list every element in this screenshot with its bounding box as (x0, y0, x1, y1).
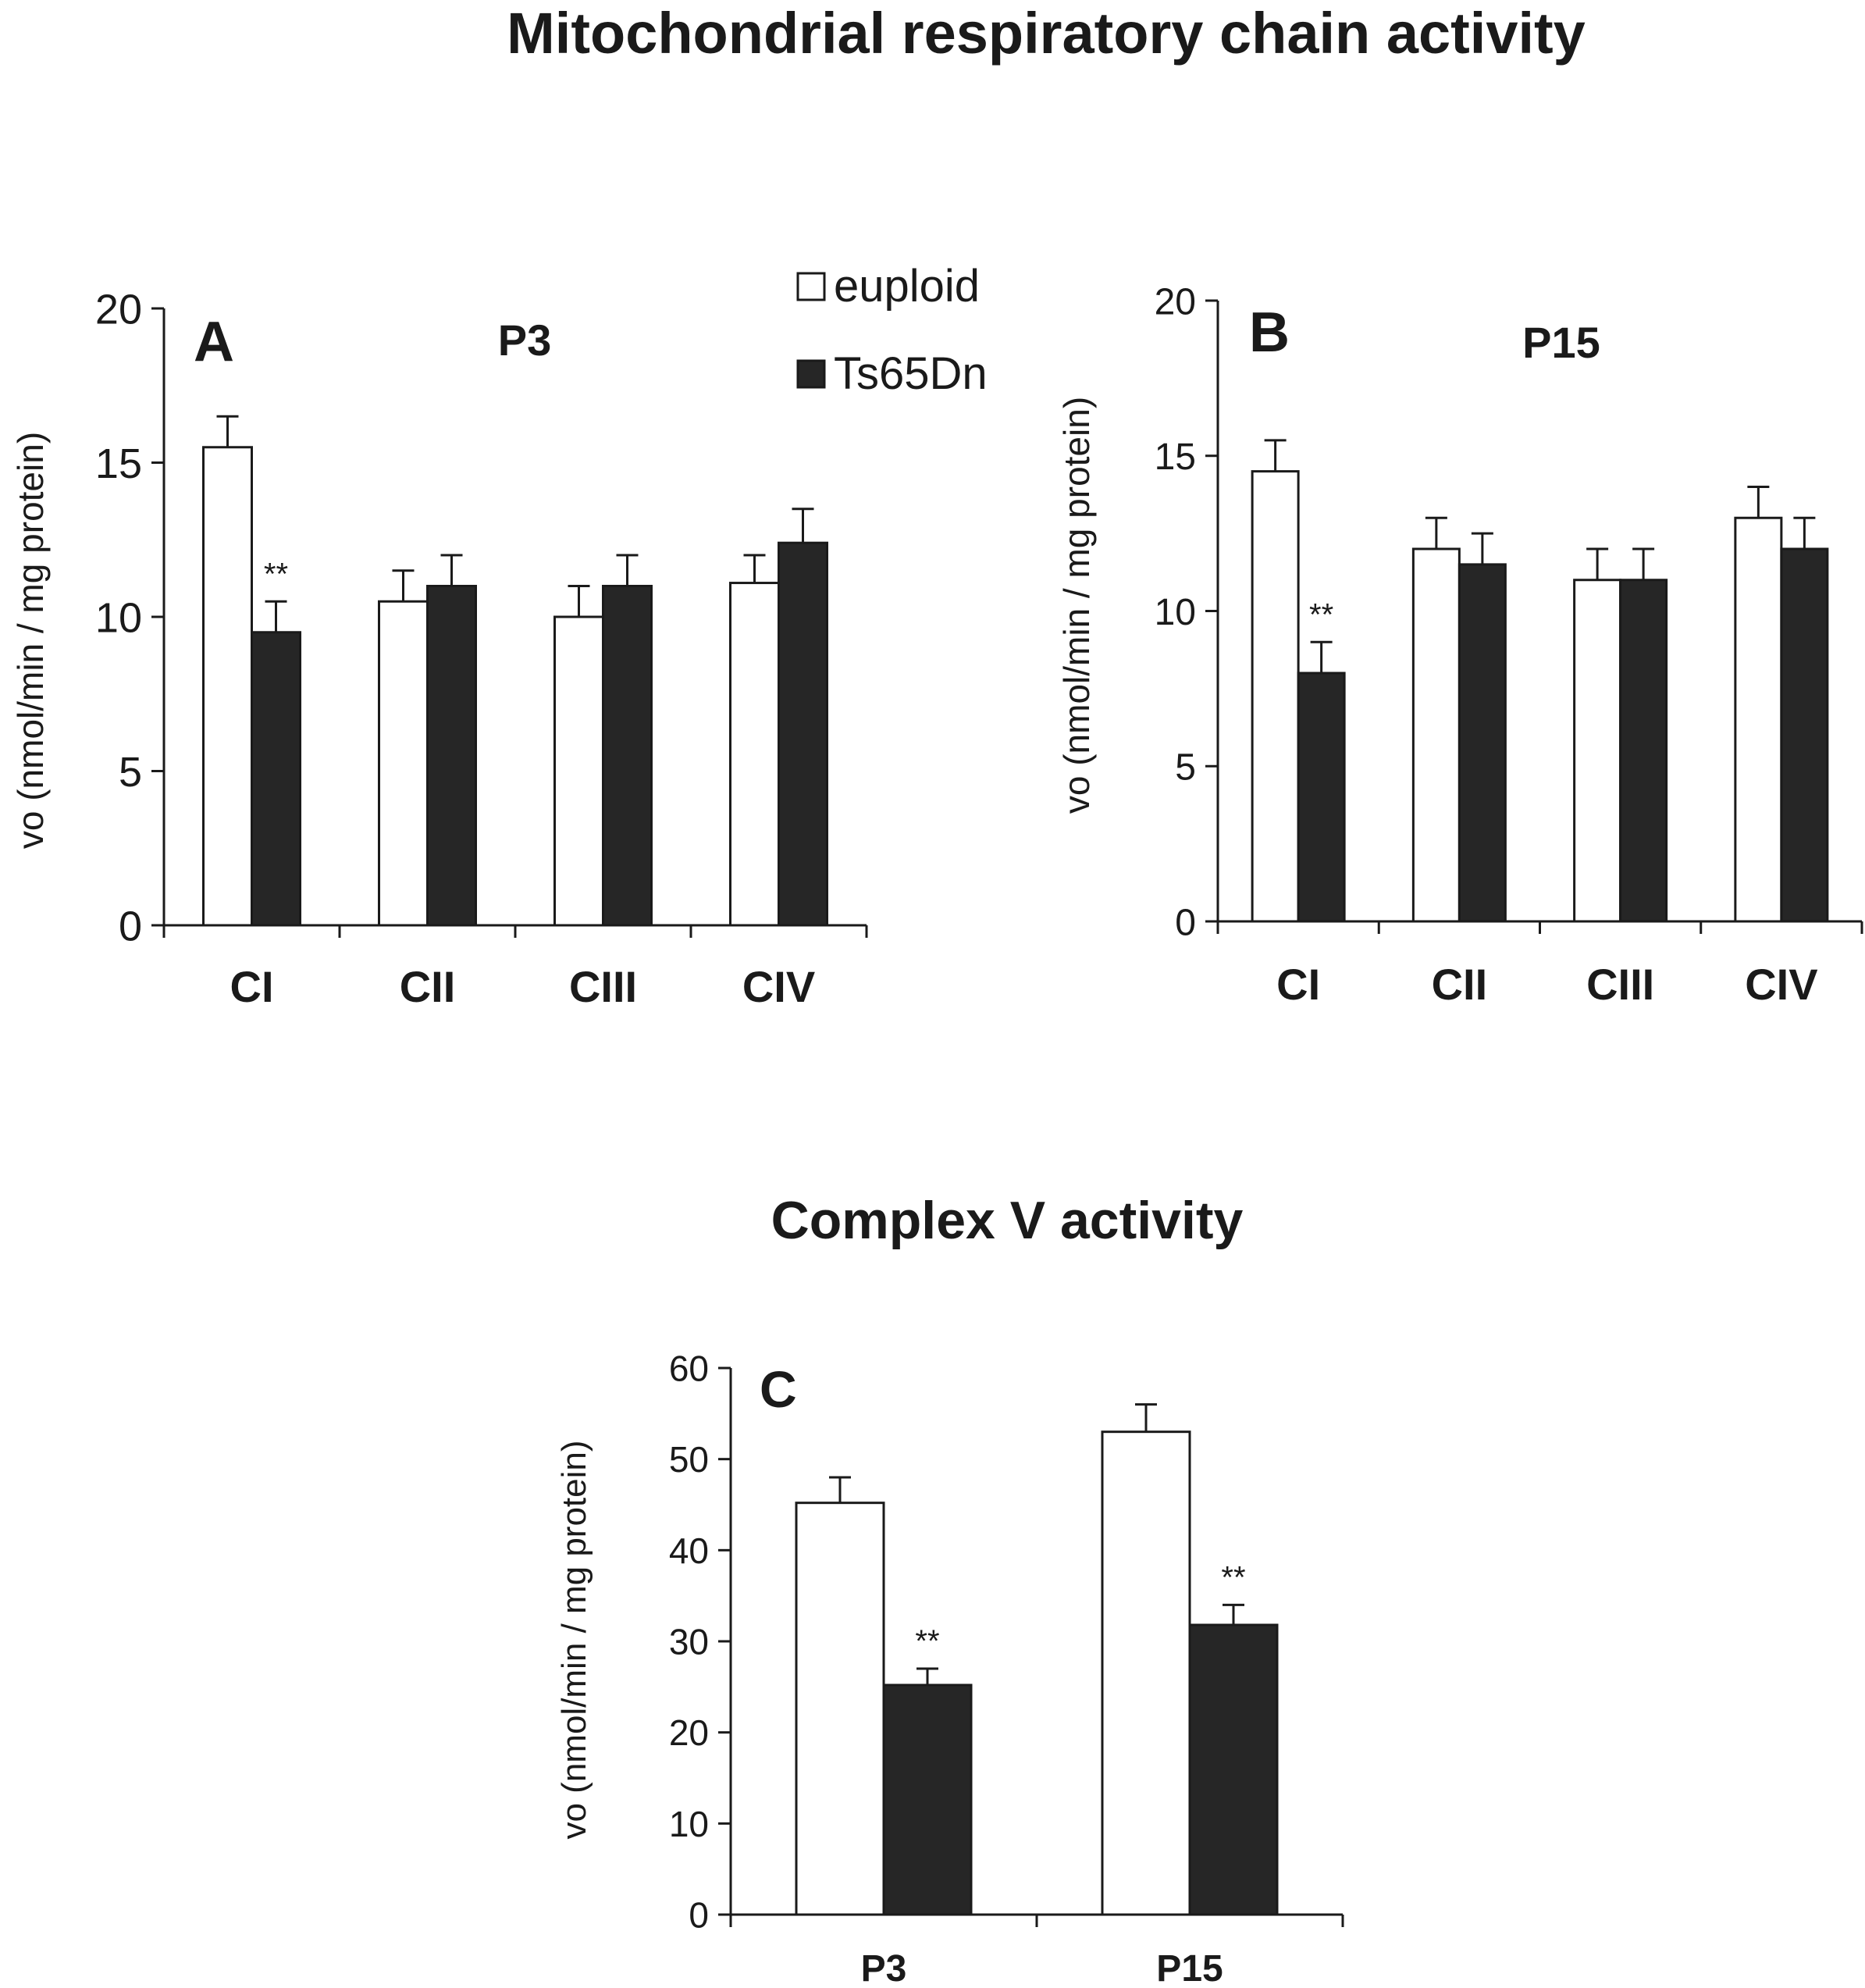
legend-item-euploid: euploid (796, 261, 980, 312)
panel-a-significance-label: ** (264, 557, 288, 591)
panel-b-bar-euploid-civ (1734, 516, 1783, 923)
panel-a-bar-ts65dn-cii (426, 585, 477, 927)
panel-b-chart: 0 5 10 15 20 CI CII CIII CIV ** B P15 vo (nmol/min /… (1056, 281, 1863, 1009)
panel-b-y-tick-label: 10 (1155, 592, 1196, 633)
panel-c-y-tick-label: 30 (669, 1622, 709, 1662)
panel-b-y-tick-label: 15 (1155, 436, 1196, 478)
panel-b-bar-euploid-ciii (1573, 579, 1622, 923)
panel-a-bar-euploid-ci (202, 446, 253, 927)
panel-b-category-label: CIII (1586, 960, 1654, 1009)
panel-a-title: P3 (498, 315, 552, 365)
panel-a-bar-euploid-cii (378, 600, 429, 927)
panel-b-y-tick-label: 20 (1155, 281, 1196, 322)
panel-c-bar-euploid-p3 (795, 1502, 885, 1916)
panel-a-bar-ts65dn-civ (778, 541, 828, 927)
panel-c-y-tick-label: 60 (669, 1348, 709, 1389)
panel-b-y-tick-label: 0 (1175, 902, 1196, 943)
panel-b-bar-ts65dn-ciii (1619, 579, 1668, 923)
panel-c-letter: C (760, 1360, 797, 1418)
panel-b-category-label: CII (1432, 960, 1488, 1009)
panel-a-bar-ts65dn-ci (251, 631, 301, 927)
legend-swatch-euploid (796, 272, 826, 301)
panel-a-bar-euploid-civ (729, 582, 780, 927)
figure-title-top: Mitochondrial respiratory chain activity (507, 1, 1586, 66)
panel-b-bar-ts65dn-civ (1780, 547, 1829, 923)
panel-b-category-label: CI (1276, 960, 1320, 1009)
panel-a-category-label: CIII (569, 962, 637, 1011)
panel-a-category-label: CI (230, 962, 274, 1011)
panel-a-category-label: CIV (742, 962, 815, 1011)
panel-c-significance-label: ** (915, 1624, 939, 1658)
panel-c-y-tick-label: 50 (669, 1439, 709, 1480)
panel-b-title: P15 (1522, 318, 1600, 367)
panel-b-y-tick-label: 5 (1175, 747, 1196, 789)
panel-c-bar-euploid-p15 (1101, 1430, 1191, 1916)
panel-c-y-tick-label: 40 (669, 1530, 709, 1571)
panel-c-bar-ts65dn-p3 (882, 1683, 973, 1916)
panel-c-bar-ts65dn-p15 (1188, 1623, 1279, 1916)
panel-a-y-tick-label: 20 (95, 286, 142, 333)
panel-a-y-tick-label: 15 (95, 440, 142, 487)
panel-a-bar-euploid-ciii (553, 615, 604, 927)
panel-a-y-tick-label: 0 (119, 903, 142, 949)
panel-c-significance-label: ** (1221, 1560, 1245, 1594)
panel-b-bar-ts65dn-cii (1457, 563, 1507, 923)
panel-c-y-tick-label: 20 (669, 1712, 709, 1753)
panel-a-y-axis-label: vo (nmol/min / mg protein) (10, 432, 51, 849)
legend-item-ts65dn: Ts65Dn (796, 348, 988, 399)
panel-b-y-axis-label: vo (nmol/min / mg protein) (1056, 397, 1097, 814)
panel-b-significance-label: ** (1309, 597, 1333, 632)
panel-c-chart: 0 10 20 30 40 50 60 P3 P15 ** ** Cvo (nmol/min / mg… (555, 1348, 1344, 1988)
figure-title-bottom: Complex V activity (771, 1191, 1244, 1250)
panel-c-y-tick-label: 0 (689, 1895, 709, 1936)
panel-c-y-axis-label: vo (nmol/min / mg protein) (555, 1440, 593, 1839)
legend: euploid Ts65Dn (796, 261, 988, 399)
panel-b-bar-ts65dn-ci (1297, 672, 1346, 923)
panel-c-y-tick-label: 10 (669, 1804, 709, 1844)
panel-a-category-label: CII (400, 962, 456, 1011)
panel-a-chart: 0 5 10 15 20 CI CII CIII CIV ** A P3 vo (nmol/min / … (10, 286, 868, 1011)
panel-a-letter: A (194, 311, 234, 373)
panel-b-category-label: CIV (1745, 960, 1817, 1009)
panel-c-category-label: P15 (1156, 1948, 1223, 1988)
panel-b-letter: B (1249, 301, 1290, 364)
panel-a-y-tick-label: 10 (95, 594, 142, 641)
legend-label-ts65dn: Ts65Dn (834, 348, 988, 399)
legend-label-euploid: euploid (834, 261, 980, 312)
legend-swatch-ts65dn (796, 359, 826, 389)
panel-c-category-label: P3 (861, 1948, 907, 1988)
panel-a-bar-ts65dn-ciii (602, 585, 653, 927)
panel-a-y-tick-label: 5 (119, 749, 142, 796)
panel-b-bar-euploid-cii (1411, 547, 1461, 923)
panel-b-bar-euploid-ci (1251, 470, 1300, 923)
